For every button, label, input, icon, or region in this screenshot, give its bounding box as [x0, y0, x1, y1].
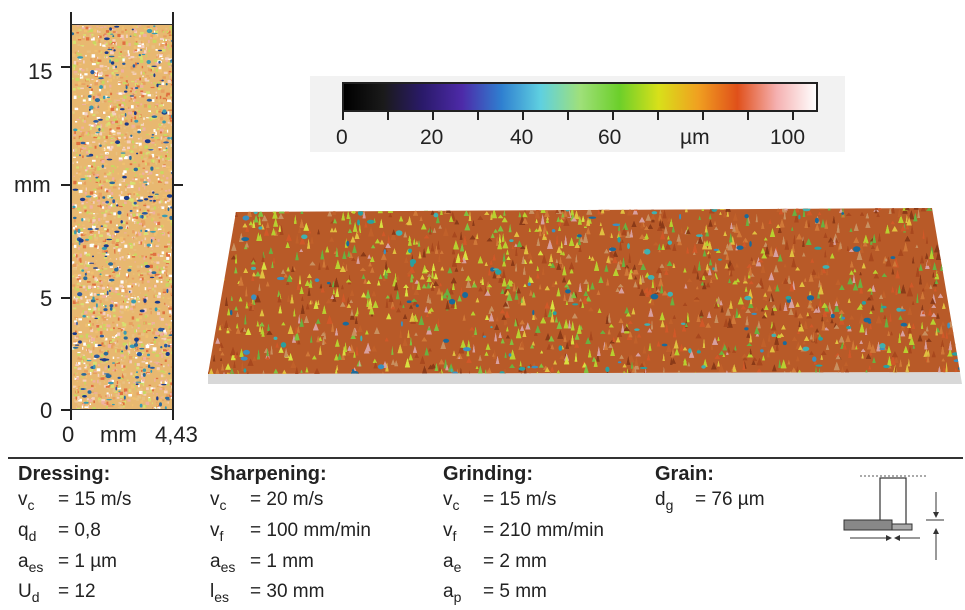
- param-row: les= 30 mm: [210, 579, 371, 610]
- param-symbol: les: [210, 579, 250, 610]
- param-symbol-base: a: [18, 551, 29, 572]
- colorbar-ticks: [342, 110, 822, 122]
- param-row: Ud= 12: [18, 579, 131, 610]
- param-symbol: ae: [443, 549, 483, 580]
- param-symbol: ap: [443, 579, 483, 610]
- param-symbol-base: v: [210, 520, 220, 541]
- param-symbol-sub: es: [221, 558, 236, 574]
- param-symbol: vc: [18, 487, 58, 518]
- param-row: qd= 0,8: [18, 518, 131, 549]
- param-value: = 1 µm: [58, 551, 117, 572]
- param-symbol-base: v: [18, 489, 28, 510]
- param-symbol-base: d: [655, 489, 666, 510]
- param-symbol: vf: [210, 518, 250, 549]
- param-symbol: dg: [655, 487, 695, 518]
- x-axis-unit: mm: [100, 424, 137, 446]
- colorbar-tick-60: 60: [598, 126, 621, 150]
- param-symbol-base: a: [443, 581, 454, 602]
- param-symbol-sub: e: [454, 558, 462, 574]
- param-value: = 5 mm: [483, 581, 547, 602]
- param-symbol: vc: [210, 487, 250, 518]
- param-value: = 15 m/s: [58, 489, 131, 510]
- y-axis-unit: mm: [14, 174, 51, 196]
- param-value: = 76 µm: [695, 489, 765, 510]
- param-row: ap= 5 mm: [443, 579, 604, 610]
- param-row: vc= 20 m/s: [210, 487, 371, 518]
- param-symbol-base: U: [18, 581, 32, 602]
- param-value: = 30 mm: [250, 581, 324, 602]
- y-tick-0: 0: [40, 400, 52, 422]
- param-value: = 210 mm/min: [483, 520, 604, 541]
- param-value: = 12: [58, 581, 96, 602]
- param-symbol-sub: es: [214, 589, 229, 605]
- param-symbol-sub: c: [28, 497, 35, 513]
- param-row: aes= 1 µm: [18, 549, 131, 580]
- param-row: vf= 210 mm/min: [443, 518, 604, 549]
- colorbar-tick-40: 40: [510, 126, 533, 150]
- param-symbol-base: a: [210, 551, 221, 572]
- grinding-schematic-icon: [840, 472, 950, 564]
- param-symbol: qd: [18, 518, 58, 549]
- param-group-title: Dressing:: [18, 462, 131, 487]
- param-value: = 20 m/s: [250, 489, 323, 510]
- param-symbol-sub: es: [29, 558, 44, 574]
- param-symbol-base: v: [443, 520, 453, 541]
- param-symbol: vc: [443, 487, 483, 518]
- colorbar: [342, 82, 818, 112]
- param-symbol-sub: p: [454, 589, 462, 605]
- param-group-title: Grain:: [655, 462, 765, 487]
- param-value: = 1 mm: [250, 551, 314, 572]
- param-symbol-sub: d: [32, 589, 40, 605]
- colorbar-unit: µm: [680, 126, 710, 150]
- param-group: Grain:dg= 76 µm: [655, 462, 765, 518]
- param-group-title: Sharpening:: [210, 462, 371, 487]
- param-symbol: vf: [443, 518, 483, 549]
- x-tick-max: 4,43: [155, 424, 198, 446]
- param-symbol-sub: c: [453, 497, 460, 513]
- y-tick-5: 5: [40, 288, 52, 310]
- param-value: = 100 mm/min: [250, 520, 371, 541]
- param-symbol-base: a: [443, 551, 454, 572]
- param-row: vf= 100 mm/min: [210, 518, 371, 549]
- param-symbol: aes: [18, 549, 58, 580]
- param-row: vc= 15 m/s: [443, 487, 604, 518]
- param-symbol: aes: [210, 549, 250, 580]
- param-group-title: Grinding:: [443, 462, 604, 487]
- param-symbol-sub: d: [29, 528, 37, 544]
- colorbar-tick-100: 100: [770, 126, 805, 150]
- param-row: vc= 15 m/s: [18, 487, 131, 518]
- colorbar-tick-20: 20: [420, 126, 443, 150]
- param-row: ae= 2 mm: [443, 549, 604, 580]
- param-value: = 2 mm: [483, 551, 547, 572]
- divider: [8, 457, 963, 459]
- param-symbol-base: v: [210, 489, 220, 510]
- param-symbol-base: q: [18, 520, 29, 541]
- param-symbol-sub: g: [666, 497, 674, 513]
- y-tick-15: 15: [28, 61, 52, 83]
- param-value: = 15 m/s: [483, 489, 556, 510]
- param-symbol-sub: f: [453, 528, 457, 544]
- param-symbol-base: v: [443, 489, 453, 510]
- param-symbol-sub: c: [220, 497, 227, 513]
- param-row: dg= 76 µm: [655, 487, 765, 518]
- colorbar-tick-0: 0: [336, 126, 348, 150]
- param-row: aes= 1 mm: [210, 549, 371, 580]
- surface-3d-view: [200, 200, 965, 390]
- param-symbol-sub: f: [220, 528, 224, 544]
- param-symbol: Ud: [18, 579, 58, 610]
- param-value: = 0,8: [58, 520, 101, 541]
- x-tick-0: 0: [62, 424, 74, 446]
- map-axis-ticks: [55, 10, 185, 430]
